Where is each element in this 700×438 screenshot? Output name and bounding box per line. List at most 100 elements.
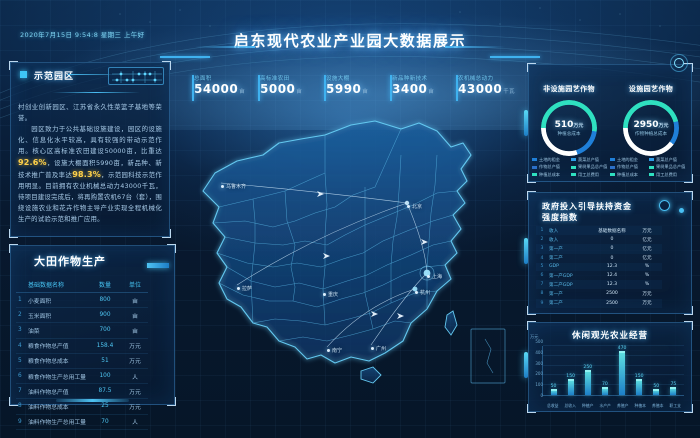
highlight-rate-1: 92.6%: [18, 158, 47, 167]
bar-rect: [653, 389, 660, 395]
cell-index: 4: [16, 338, 26, 354]
th-name: 基础数据名称: [26, 277, 88, 293]
stat-card-2[interactable]: 设施大棚 5990亩: [324, 74, 390, 104]
table-row[interactable]: 1 收入 基础数据名称 万元: [536, 226, 662, 236]
bar-value-label: 70: [602, 382, 608, 388]
legend-item[interactable]: 作物总产值: [532, 164, 571, 170]
table-row[interactable]: 8 第一产 2500 万元: [536, 289, 662, 298]
table-scrollbar[interactable]: [56, 399, 129, 402]
cell-value: 2500: [592, 298, 632, 308]
stat-accent-bar: [192, 75, 194, 101]
stat-card-4[interactable]: 农机械总动力 43000千瓦: [456, 74, 522, 104]
cell-index: 5: [536, 262, 548, 271]
table-row[interactable]: 9 油料作物生产总用工量 70 人: [16, 414, 148, 430]
table-row[interactable]: 6 粮食作物生产总用工量 100 人: [16, 368, 148, 385]
legend-item[interactable]: 土地的租金: [532, 157, 571, 163]
cell-name: 小麦面积: [26, 292, 88, 309]
table-row[interactable]: 8 油料作物总成本 25 万元: [16, 398, 148, 415]
donut-ring: 510万元 种植总成本: [541, 100, 597, 156]
table-row[interactable]: 2 玉米面积 900 亩: [16, 307, 148, 324]
table-row[interactable]: 7 油料作物总产值 87.5 万元: [16, 383, 148, 400]
bar-rect: [550, 389, 557, 395]
cell-value: 800: [87, 292, 122, 309]
city-name: 上海: [432, 274, 443, 280]
bar-column[interactable]: 50: [650, 346, 662, 395]
ring-decoration-icon: [670, 54, 688, 72]
bar-column[interactable]: 470: [616, 346, 628, 395]
cell-unit: %: [632, 262, 662, 271]
cell-unit: 万元: [121, 353, 148, 369]
legend-item[interactable]: 作物总产值: [610, 164, 649, 170]
table-row[interactable]: 6 第一产GDP 12.4%: [536, 271, 662, 280]
donut-card-0[interactable]: 非设施园艺作物 510万元 种植总成本: [528, 84, 610, 156]
table-row[interactable]: 5 粮食作物总成本 51 万元: [16, 353, 148, 369]
map-city-上海[interactable]: 上海: [427, 273, 442, 280]
cell-unit: 亩: [121, 307, 148, 324]
bar-column[interactable]: 150: [633, 346, 645, 395]
stat-label: 农机械总动力: [458, 76, 494, 82]
table-row[interactable]: 2 收入 0 亿元: [536, 235, 662, 244]
bar-column[interactable]: 70: [599, 346, 611, 395]
legend-item[interactable]: 果树果品总产值: [571, 164, 610, 170]
title-rule-right: [445, 46, 505, 48]
grid-line: [543, 374, 684, 376]
map-city-乌鲁木齐[interactable]: 乌鲁木齐: [221, 183, 246, 190]
map-city-重庆[interactable]: 重庆: [323, 291, 338, 298]
sidebar-tab-bottom[interactable]: [524, 352, 528, 378]
page-title: 启东现代农业产业园大数据展示: [233, 32, 467, 50]
stat-card-1[interactable]: 高标准农田 5000亩: [258, 74, 324, 104]
corner-tl: [527, 63, 536, 72]
cell-name: 油料作物总产值: [26, 383, 88, 400]
legend-swatch: [571, 165, 576, 169]
sidebar-tab-top[interactable]: [524, 110, 528, 136]
table-row[interactable]: 4 第二产 0 亿元: [536, 254, 662, 263]
map-city-拉萨[interactable]: 拉萨: [237, 285, 252, 292]
legend-item[interactable]: 种植总成本: [532, 172, 571, 178]
panel-demo-park-bg: [10, 62, 170, 237]
legend-item[interactable]: 种植总成本: [610, 172, 649, 178]
table-row[interactable]: 3 第一产 0 亿元: [536, 244, 662, 254]
bar-column[interactable]: 50: [547, 346, 559, 395]
legend-item[interactable]: 用工总费用: [571, 172, 610, 178]
legend-label: 蔬菜总产值: [578, 156, 599, 162]
table-row[interactable]: 4 粮食作物总产值 158.4 万元: [16, 338, 148, 354]
bar-column[interactable]: 250: [582, 346, 594, 395]
stat-card-0[interactable]: 总面积 54000亩: [192, 74, 258, 104]
table-row[interactable]: 1 小麦面积 800 亩: [16, 292, 148, 309]
legend-item[interactable]: 用工总费用: [649, 172, 688, 178]
legend-item[interactable]: 土地的租金: [610, 157, 649, 163]
table-row[interactable]: 7 第二产GDP 12.3%: [536, 280, 662, 290]
table-row[interactable]: 5 GDP 12.3%: [536, 262, 662, 271]
table-row[interactable]: 3 油菜 700 亩: [16, 322, 148, 339]
bar-column[interactable]: 150: [565, 346, 577, 395]
stat-accent-bar: [324, 75, 326, 101]
legend-item[interactable]: 果树果品总产值: [649, 164, 688, 170]
legend-item[interactable]: 蔬菜总产值: [571, 157, 610, 163]
cell-index: 3: [536, 244, 548, 254]
header-step-left: [160, 56, 210, 58]
cell-unit: 亩: [121, 322, 148, 339]
bar-rect: [670, 386, 677, 395]
donut-card-1[interactable]: 设施园艺作物 2950万元 作物种植总成本: [610, 84, 692, 156]
legend-item[interactable]: 蔬菜总产值: [649, 157, 688, 163]
map-city-广州[interactable]: 广州: [371, 345, 386, 352]
ring-decoration-inner-icon: [674, 58, 684, 68]
map-city-杭州[interactable]: 杭州: [415, 289, 430, 296]
map-city-北京[interactable]: 北京: [407, 203, 422, 210]
stat-card-3[interactable]: 新品种新技术 3400亩: [390, 74, 456, 104]
china-map[interactable]: 北京 乌鲁木齐拉萨重庆 上海杭州南宁 广州: [175, 95, 525, 415]
cell-value: 25: [87, 398, 122, 415]
table-row[interactable]: 9 第二产 2500 万元: [536, 298, 662, 308]
cell-value: 700: [87, 322, 122, 339]
th-unit: 单位: [121, 277, 148, 293]
map-city-南宁[interactable]: 南宁: [327, 347, 342, 354]
x-tick-label: 总收益: [547, 403, 559, 408]
cell-index: 7: [536, 280, 548, 290]
panel-gov-investment-index: 政府投入引导扶持资金强度指数 1 收入 基础数据名称 万元 2 收入 0 亿元 3 第一产 0 亿元 4…: [527, 191, 693, 315]
sidebar-tab-mid[interactable]: [524, 238, 528, 264]
cell-name: 第一产: [548, 244, 592, 254]
bar-rect: [636, 379, 643, 395]
city-name: 拉萨: [242, 286, 253, 292]
bar-column[interactable]: 75: [667, 346, 679, 395]
china-map-svg[interactable]: [175, 95, 525, 415]
